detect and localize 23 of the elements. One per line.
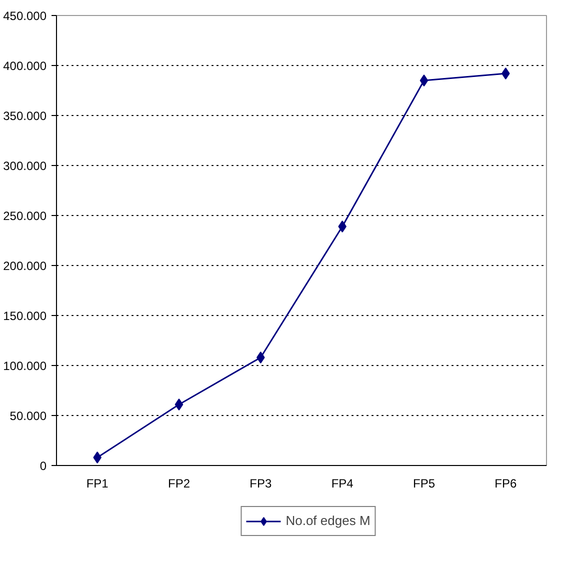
point xyxy=(174,398,184,410)
point xyxy=(93,452,102,464)
point xyxy=(338,220,346,232)
y-tick-label: 150.000 xyxy=(3,309,47,323)
x-tick-label: FP4 xyxy=(331,476,354,490)
y-tick-label: 200.000 xyxy=(3,259,47,273)
x-tick-label: FP2 xyxy=(168,476,190,490)
y-tick-label: 400.000 xyxy=(3,59,47,73)
x-tick-label: FP3 xyxy=(250,476,272,490)
y-tick-label: 250.000 xyxy=(3,209,47,223)
point xyxy=(420,74,428,86)
y-tick-label: 50.000 xyxy=(10,409,47,423)
x-tick-label: FP5 xyxy=(412,476,436,490)
legend-label: No.of edges M xyxy=(286,513,370,528)
y-tick-label: 450.000 xyxy=(3,9,47,23)
point xyxy=(502,68,510,80)
point xyxy=(256,352,265,364)
x-tick-label: FP6 xyxy=(494,476,517,490)
y-tick-label: 100.000 xyxy=(3,359,47,373)
y-tick-label: 300.000 xyxy=(3,159,47,173)
y-tick-label: 350.000 xyxy=(3,109,47,123)
x-tick-label: FP1 xyxy=(86,476,109,490)
y-tick-label: 0 xyxy=(40,459,47,473)
